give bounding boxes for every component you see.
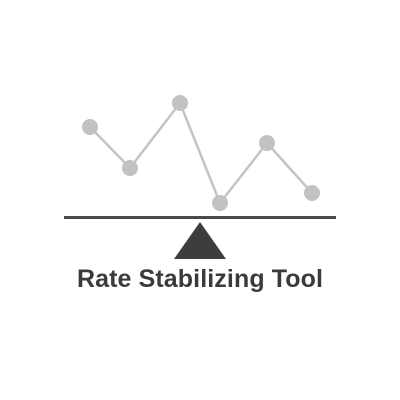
- rate-point: [122, 160, 138, 176]
- rate-point: [304, 185, 320, 201]
- rate-point: [172, 95, 188, 111]
- rate-line-chart: [82, 95, 320, 211]
- rate-point: [259, 135, 275, 151]
- rate-point: [212, 195, 228, 211]
- fulcrum-triangle: [174, 222, 226, 259]
- logo-title: Rate Stabilizing Tool: [76, 265, 324, 293]
- seesaw-beam: [64, 216, 336, 219]
- rate-point: [82, 119, 98, 135]
- rate-line: [89, 101, 313, 205]
